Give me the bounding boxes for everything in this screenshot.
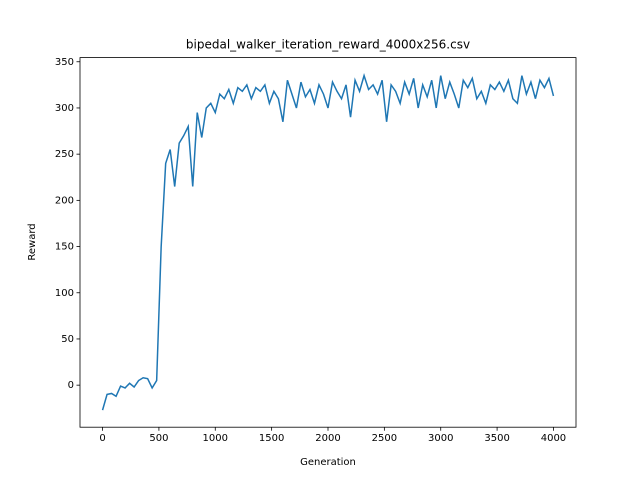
- x-tick-label: 1000: [203, 433, 228, 444]
- y-tick-label: 250: [55, 149, 74, 160]
- x-tick-label: 3000: [428, 433, 453, 444]
- y-tick-label: 350: [55, 57, 74, 68]
- y-tick-label: 300: [55, 103, 74, 114]
- y-tick-label: 200: [55, 195, 74, 206]
- x-tick-label: 2500: [372, 433, 397, 444]
- chart-title: bipedal_walker_iteration_reward_4000x256…: [186, 38, 470, 52]
- y-tick-label: 100: [55, 288, 74, 299]
- x-tick-label: 500: [149, 433, 168, 444]
- data-line: [101, 73, 555, 411]
- x-axis-label: Generation: [300, 457, 356, 468]
- y-axis-label: Reward: [27, 223, 38, 260]
- y-tick-label: 150: [55, 242, 74, 253]
- x-tick-label: 4000: [541, 433, 566, 444]
- y-tick-label: 50: [61, 334, 74, 345]
- x-tick-label: 1500: [259, 433, 284, 444]
- x-tick-label: 3500: [484, 433, 509, 444]
- plot-frame: [79, 57, 577, 428]
- y-tick-label: 0: [68, 380, 74, 391]
- x-tick-label: 0: [99, 433, 105, 444]
- x-tick-label: 2000: [315, 433, 340, 444]
